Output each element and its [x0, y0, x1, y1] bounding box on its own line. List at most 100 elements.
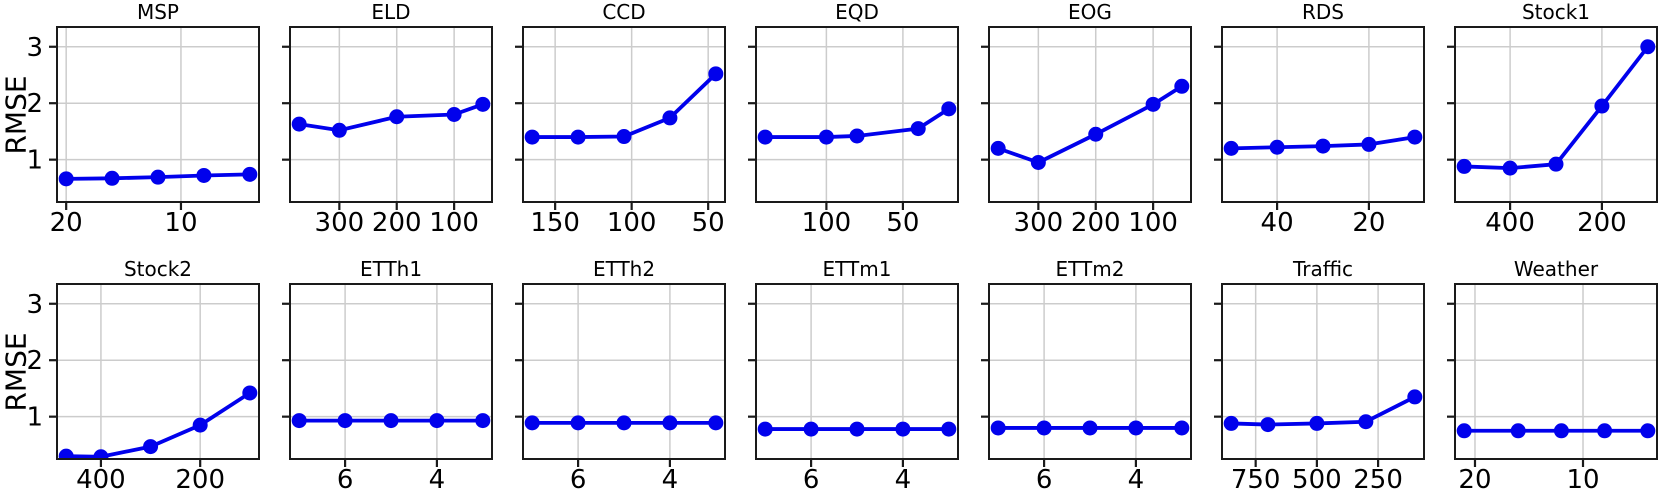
- x-tick-label: 200: [372, 208, 422, 238]
- data-series: [757, 101, 957, 145]
- x-tick-label: 20: [1352, 208, 1385, 238]
- data-point-marker: [1036, 420, 1052, 436]
- y-tick-label: 1: [26, 146, 43, 176]
- y-tick-label: 1: [26, 403, 43, 433]
- data-point-marker: [475, 96, 491, 112]
- subplot-title: Weather: [1513, 257, 1599, 281]
- data-point-marker: [616, 129, 632, 145]
- axes-frame: [755, 283, 959, 460]
- axes-frame: [289, 283, 493, 460]
- x-tick-label: 300: [1014, 208, 1064, 238]
- data-point-marker: [1174, 420, 1190, 436]
- subplot-title: EQD: [835, 0, 879, 24]
- data-point-marker: [1145, 96, 1161, 112]
- data-point-marker: [616, 415, 632, 431]
- data-point-marker: [1548, 156, 1564, 172]
- x-tick-label: 10: [1566, 465, 1599, 490]
- x-tick-label: 100: [607, 208, 657, 238]
- x-tick-label: 6: [1036, 465, 1053, 490]
- data-point-marker: [1502, 160, 1518, 176]
- rmse-line: [530, 71, 718, 139]
- subplot-title: RDS: [1302, 0, 1344, 24]
- data-point-marker: [1456, 423, 1472, 439]
- x-tick-label: 750: [1231, 465, 1281, 490]
- data-point-marker: [1640, 423, 1656, 439]
- subplot-title: MSP: [136, 0, 179, 24]
- chart-canvas: 750 500 250: [1214, 283, 1425, 490]
- data-point-marker: [58, 171, 74, 187]
- data-point-marker: [143, 439, 159, 455]
- data-point-marker: [662, 110, 678, 126]
- data-point-marker: [150, 169, 166, 185]
- x-tick-label: 100: [1128, 208, 1178, 238]
- data-point-marker: [524, 129, 540, 145]
- data-series: [524, 66, 724, 145]
- data-point-marker: [331, 122, 347, 138]
- x-tick-label: 40: [1261, 208, 1294, 238]
- data-series: [291, 413, 491, 429]
- data-point-marker: [429, 413, 445, 429]
- subplot-title: CCD: [602, 0, 646, 24]
- x-tick-label: 300: [315, 208, 365, 238]
- data-series: [1223, 389, 1423, 433]
- x-tick-label: 50: [692, 208, 725, 238]
- data-point-marker: [1594, 98, 1610, 114]
- data-point-marker: [104, 170, 120, 186]
- data-point-marker: [1358, 414, 1374, 430]
- data-point-marker: [1223, 415, 1239, 431]
- data-series: [757, 421, 957, 437]
- data-point-marker: [1030, 154, 1046, 170]
- data-point-marker: [708, 415, 724, 431]
- data-point-marker: [818, 129, 834, 145]
- subplot-title: ETTh1: [359, 257, 423, 281]
- chart-canvas: 150 100 50: [515, 26, 726, 238]
- data-point-marker: [93, 449, 109, 459]
- x-tick-label: 500: [1292, 465, 1342, 490]
- y-tick-label: 2: [26, 346, 43, 376]
- data-point-marker: [895, 421, 911, 437]
- x-tick-label: 250: [1353, 465, 1403, 490]
- x-tick-label: 100: [429, 208, 479, 238]
- rmse-line: [1462, 44, 1650, 171]
- data-point-marker: [1510, 423, 1526, 439]
- chart-canvas: 20 10 1 2 3: [26, 26, 260, 238]
- data-point-marker: [1407, 389, 1423, 405]
- x-tick-label: 20: [1458, 465, 1491, 490]
- data-series: [291, 96, 491, 138]
- data-series: [990, 78, 1190, 170]
- subplot-title: Traffic: [1292, 257, 1354, 281]
- x-tick-label: 20: [50, 208, 83, 238]
- data-point-marker: [1553, 423, 1569, 439]
- x-tick-label: 150: [530, 208, 580, 238]
- data-series: [58, 166, 258, 187]
- data-series: [524, 415, 724, 431]
- x-tick-label: 400: [76, 465, 126, 490]
- data-point-marker: [849, 128, 865, 144]
- data-point-marker: [524, 415, 540, 431]
- data-point-marker: [570, 129, 586, 145]
- data-point-marker: [291, 116, 307, 132]
- axes-frame: [1221, 283, 1425, 460]
- subplot-title: ETTm1: [822, 257, 892, 281]
- chart-canvas: 300 200 100: [981, 26, 1192, 238]
- data-point-marker: [1361, 136, 1377, 152]
- data-point-marker: [446, 107, 462, 122]
- x-tick-label: 4: [662, 465, 679, 490]
- x-tick-label: 6: [803, 465, 820, 490]
- chart-canvas: 300 200 100: [282, 26, 493, 238]
- data-point-marker: [242, 385, 258, 401]
- chart-canvas: 400 200 1 2 3: [26, 283, 260, 490]
- axes-frame: [522, 26, 726, 203]
- axes-frame: [56, 283, 260, 460]
- x-tick-label: 200: [1577, 208, 1627, 238]
- data-point-marker: [757, 129, 773, 145]
- data-point-marker: [910, 121, 926, 137]
- data-point-marker: [803, 421, 819, 437]
- subplot-title: EOG: [1068, 0, 1112, 24]
- y-tick-label: 3: [26, 290, 43, 320]
- data-point-marker: [662, 415, 678, 431]
- x-tick-label: 4: [895, 465, 912, 490]
- subplot-title: Stock2: [123, 257, 193, 281]
- data-series: [1456, 39, 1656, 176]
